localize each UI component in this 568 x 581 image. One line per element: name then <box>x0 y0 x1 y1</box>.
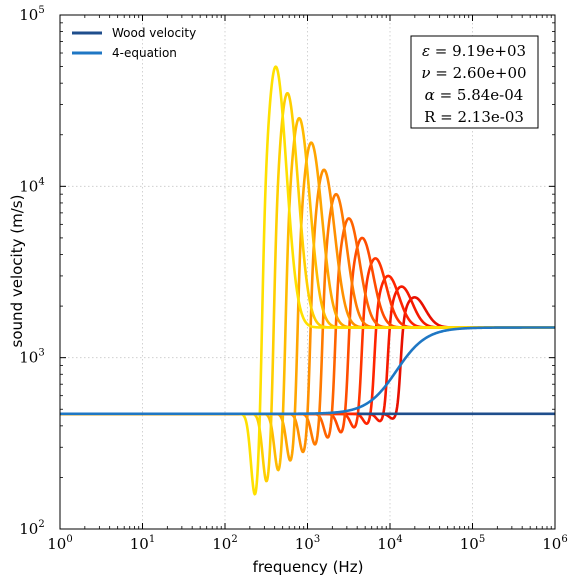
param-epsilon: ε = 9.19e+03 <box>422 42 526 60</box>
x-tick-label: 106 <box>542 534 567 553</box>
y-tick-label: 102 <box>19 519 44 538</box>
x-tick-label: 101 <box>130 534 155 553</box>
x-tick-label: 103 <box>295 534 320 553</box>
legend-label-wood: Wood velocity <box>112 26 196 40</box>
x-tick-label: 105 <box>460 534 485 553</box>
series-4-equation <box>60 326 555 416</box>
param-nu: ν = 2.60e+00 <box>421 64 526 82</box>
x-tick-label: 102 <box>212 534 237 553</box>
param-r: R = 2.13e-03 <box>424 108 524 126</box>
legend-label-4eq: 4-equation <box>112 46 177 60</box>
x-axis-label: frequency (Hz) <box>253 558 364 576</box>
plot-lines <box>59 65 556 496</box>
y-tick-label: 103 <box>19 348 44 367</box>
legend: Wood velocity 4-equation <box>72 26 196 60</box>
y-tick-label: 105 <box>19 5 44 24</box>
y-tick-label: 104 <box>19 176 44 195</box>
parameter-box-frame <box>410 35 539 129</box>
parameter-box: ε = 9.19e+03 ν = 2.60e+00 α = 5.84e-04 R… <box>410 35 539 129</box>
param-alpha: α = 5.84e-04 <box>425 86 524 104</box>
x-tick-label: 104 <box>377 534 402 553</box>
x-tick-label: 100 <box>47 534 72 553</box>
y-axis-label: sound velocity (m/s) <box>8 195 26 348</box>
axis-ticks: 100 101 102 103 104 105 106 102 103 104 105 <box>19 5 567 553</box>
